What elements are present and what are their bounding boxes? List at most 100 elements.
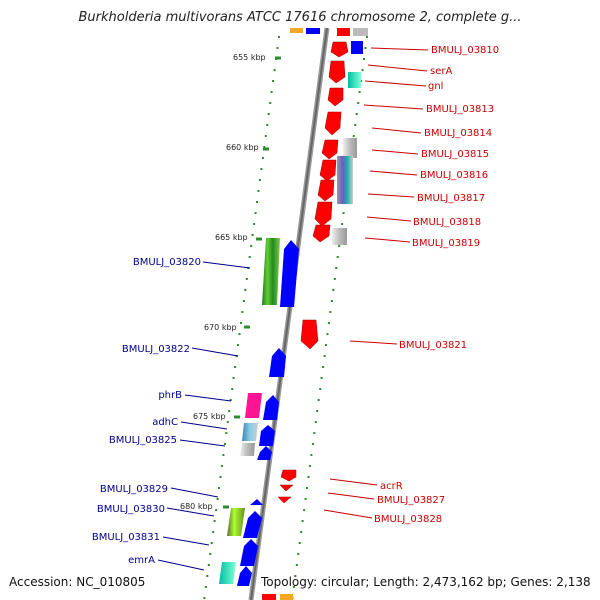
- guide-dot: [297, 553, 300, 555]
- guide-dot: [267, 113, 270, 115]
- label-BMULJ_03825: BMULJ_03825: [109, 435, 177, 446]
- label-emrA: emrA: [128, 555, 155, 566]
- label-BMULJ_03821: BMULJ_03821: [399, 340, 467, 351]
- label-BMULJ_03815: BMULJ_03815: [421, 149, 489, 160]
- guide-dot: [313, 432, 316, 434]
- guide-dot: [234, 366, 237, 368]
- gene-BMULJ_03820: [280, 240, 299, 307]
- label-serA: serA: [430, 66, 452, 77]
- gene-BMULJ_03827: [279, 484, 294, 492]
- guide-dot: [213, 520, 216, 522]
- guide-dot: [308, 465, 311, 467]
- guide-dot: [301, 520, 304, 522]
- gene-BMULJ_03819-grey: [332, 228, 347, 245]
- guide-dot: [245, 278, 248, 280]
- gene-BMULJ_03818: [314, 201, 333, 227]
- guide-dot: [361, 69, 364, 71]
- guide-dot: [329, 311, 332, 313]
- gene-BMULJ_03820-green: [262, 238, 280, 305]
- label-acrR: acrR: [380, 481, 403, 492]
- guide-dot: [256, 201, 258, 203]
- guide-dot: [336, 256, 339, 258]
- label-BMULJ_03827: BMULJ_03827: [377, 495, 445, 506]
- gene-BMULJ_03815: [321, 139, 339, 160]
- guide-dot: [330, 300, 333, 302]
- gene-BMULJ_03825-b: [257, 446, 272, 460]
- guide-dot: [327, 322, 330, 324]
- gene-BMULJ_03814: [324, 111, 342, 136]
- label-phrB: phrB: [158, 390, 182, 401]
- guide-dot: [219, 476, 222, 478]
- guide-dot: [239, 322, 242, 324]
- guide-dot: [272, 80, 275, 82]
- gene-BMULJ_03830-b: [243, 511, 262, 538]
- guide-dot: [300, 531, 303, 533]
- guide-dot: [317, 399, 320, 401]
- gene-BMULJ_03825: [240, 443, 255, 456]
- guide-dot: [277, 36, 280, 38]
- guide-dot: [250, 245, 253, 247]
- tick-665: 665 kbp: [215, 233, 262, 242]
- gene-BMULJ_03831: [240, 539, 258, 566]
- tick-675: 675 kbp: [193, 412, 240, 421]
- guide-dot: [316, 410, 319, 412]
- guide-dot: [206, 575, 209, 577]
- guide-dot: [298, 542, 301, 544]
- label-BMULJ_03813: BMULJ_03813: [426, 104, 494, 115]
- guide-dot: [218, 487, 220, 489]
- guide-dot: [325, 344, 327, 346]
- guide-dot: [241, 311, 244, 313]
- label-BMULJ_03820: BMULJ_03820: [133, 257, 201, 268]
- guide-dot: [263, 146, 266, 148]
- guide-dot: [269, 102, 272, 104]
- gene-BMULJ_03816: [319, 159, 337, 182]
- guide-dot: [207, 564, 210, 566]
- tick-label-670: 670 kbp: [204, 323, 237, 332]
- guide-dot: [244, 289, 247, 291]
- guide-dot: [341, 223, 344, 225]
- guide-dot: [254, 212, 257, 214]
- guide-dot: [338, 245, 341, 247]
- guide-dot: [311, 443, 314, 445]
- guide-dot: [209, 553, 212, 555]
- guide-dot: [365, 36, 368, 38]
- guide-dot: [242, 300, 245, 302]
- guide-dot: [335, 267, 338, 269]
- guide-dot: [304, 498, 307, 500]
- guide-dot: [204, 586, 207, 588]
- guide-dot: [257, 190, 260, 192]
- tick-label-660: 660 kbp: [226, 143, 259, 152]
- guide-dot: [270, 91, 273, 93]
- guide-dot: [357, 102, 360, 104]
- accession-label: Accession: NC_010805: [9, 575, 146, 589]
- gene-BMULJ_03829: [250, 499, 263, 505]
- guide-dot: [223, 443, 226, 445]
- partial-genes-top: [290, 28, 368, 36]
- guide-dot: [212, 531, 215, 533]
- gene-phrB: [245, 393, 262, 418]
- forward-strand-genes: [219, 238, 299, 586]
- map-title: Burkholderia multivorans ATCC 17616 chro…: [78, 10, 522, 25]
- guide-dot: [320, 377, 323, 379]
- label-gnl: gnl: [428, 81, 443, 92]
- gene-adhC: [242, 423, 258, 441]
- guide-dot: [354, 124, 357, 126]
- guide-dot: [307, 476, 310, 478]
- guide-dot: [258, 179, 261, 181]
- tick-680: 680 kbp: [180, 502, 229, 511]
- gene-emrA: [219, 562, 236, 584]
- label-BMULJ_03831: BMULJ_03831: [92, 532, 160, 543]
- left-labels: BMULJ_03820 BMULJ_03822 phrB adhC BMULJ_…: [92, 257, 251, 571]
- guide-dot: [292, 586, 295, 588]
- gene-acrR: [280, 469, 297, 482]
- gene-BMULJ_03817: [317, 179, 335, 202]
- guide-dot: [228, 410, 231, 412]
- guide-dot: [253, 223, 256, 225]
- guide-dot: [229, 399, 232, 401]
- guide-dot: [251, 234, 254, 236]
- gene-BMULJ_03819: [312, 224, 331, 243]
- guide-dot: [342, 212, 345, 214]
- gene-emrA-b: [237, 566, 252, 586]
- gene-BMULJ_03810: [330, 41, 349, 58]
